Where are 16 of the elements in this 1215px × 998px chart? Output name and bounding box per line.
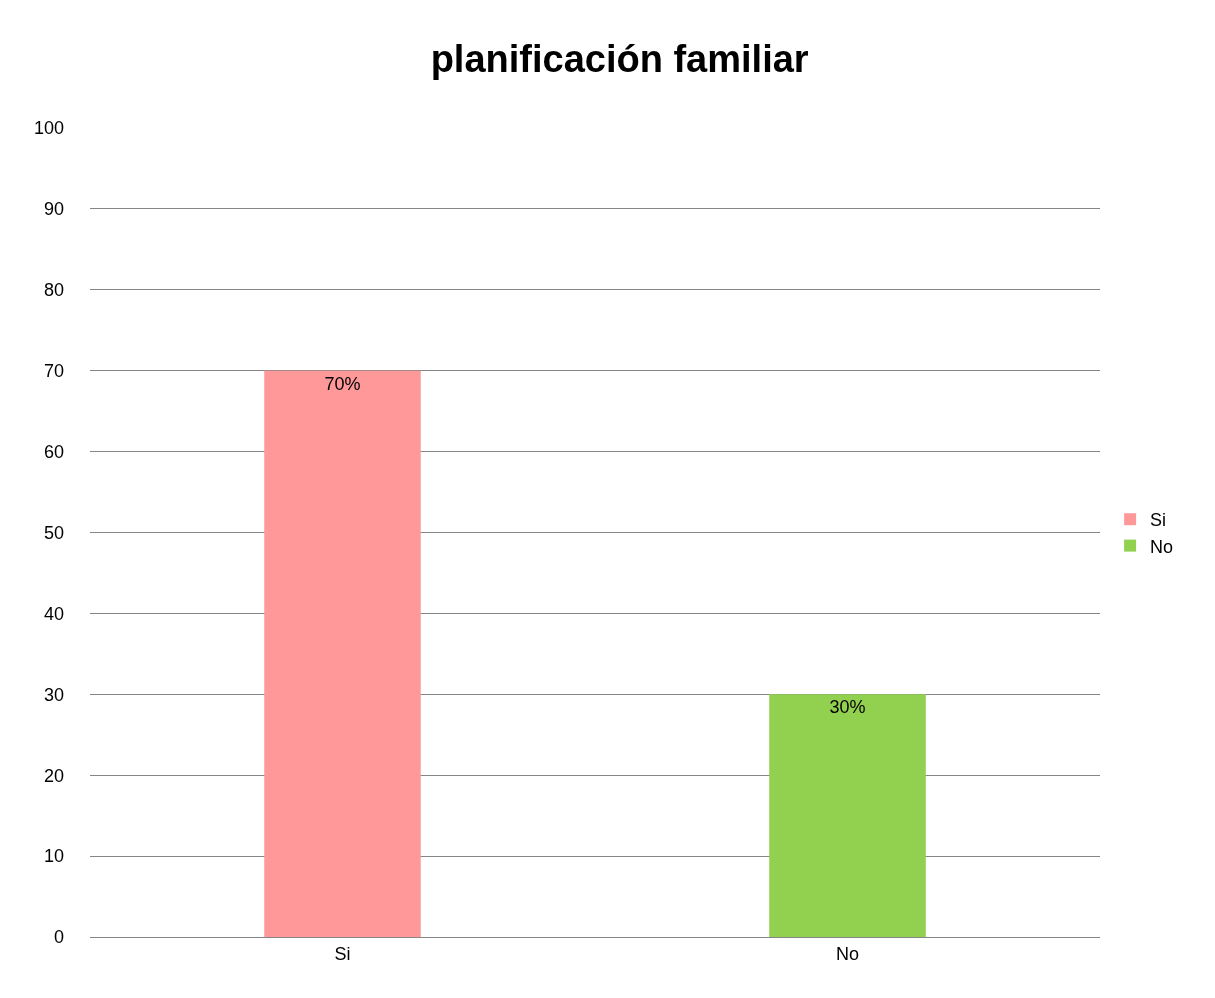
- y-tick-label: 10: [43, 846, 64, 867]
- y-tick-label: 20: [43, 765, 64, 786]
- y-tick-label: 90: [43, 199, 64, 220]
- data-label: 30%: [829, 697, 866, 718]
- y-tick-label: 30: [43, 684, 64, 705]
- y-tick-label: 50: [43, 522, 64, 543]
- legend-label: Si: [1150, 510, 1167, 531]
- legend-label: No: [1150, 536, 1174, 557]
- y-tick-label: 40: [43, 603, 64, 624]
- y-tick-label: 0: [53, 927, 64, 948]
- y-tick-label: 80: [43, 280, 64, 301]
- data-label: 70%: [324, 373, 361, 394]
- y-tick-label: 60: [43, 441, 64, 462]
- y-tick-label: 100: [33, 118, 64, 139]
- y-tick-label: 70: [43, 361, 64, 381]
- chart-title: planificación familiar: [430, 37, 809, 80]
